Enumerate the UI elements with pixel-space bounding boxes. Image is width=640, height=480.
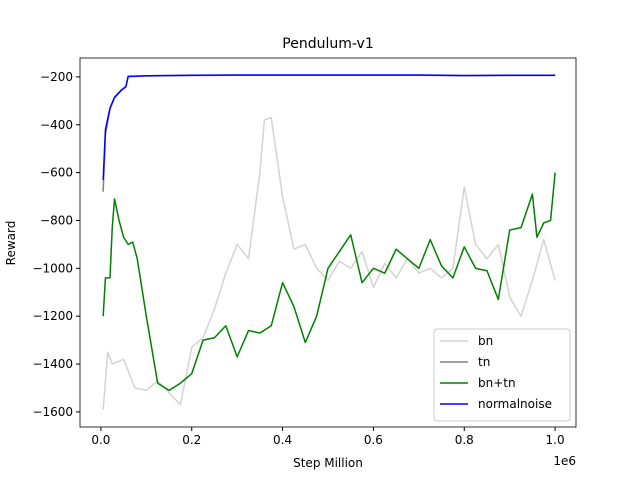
plot-frame [79, 57, 577, 428]
series-line [102, 116, 556, 410]
y-tick-label: −1200 [32, 309, 73, 323]
y-tick-label: −600 [40, 166, 73, 180]
y-tick-label: −1400 [32, 357, 73, 371]
y-tick-label: −1600 [32, 405, 73, 419]
series-line [102, 172, 556, 392]
x-tick-label: 0.0 [91, 433, 110, 447]
legend-label: bn [478, 334, 493, 348]
legend-label: normalnoise [478, 397, 552, 411]
x-tick-label: 0.6 [364, 433, 383, 447]
legend-label: bn+tn [478, 376, 516, 390]
x-axis-label: Step Million [293, 456, 363, 470]
x-offset-label: 1e6 [553, 454, 576, 468]
y-axis-label: Reward [4, 221, 18, 266]
x-tick-label: 1.0 [546, 433, 565, 447]
series-line [102, 74, 556, 180]
y-tick-label: −200 [40, 70, 73, 84]
chart-title: Pendulum-v1 [282, 36, 373, 52]
x-tick-label: 0.2 [182, 433, 201, 447]
x-tick-label: 0.4 [273, 433, 292, 447]
y-tick-label: −1000 [32, 261, 73, 275]
y-tick-label: −800 [40, 213, 73, 227]
x-tick-label: 0.8 [455, 433, 474, 447]
legend-label: tn [478, 355, 490, 369]
legend-box [433, 328, 571, 422]
y-tick-label: −400 [40, 118, 73, 132]
